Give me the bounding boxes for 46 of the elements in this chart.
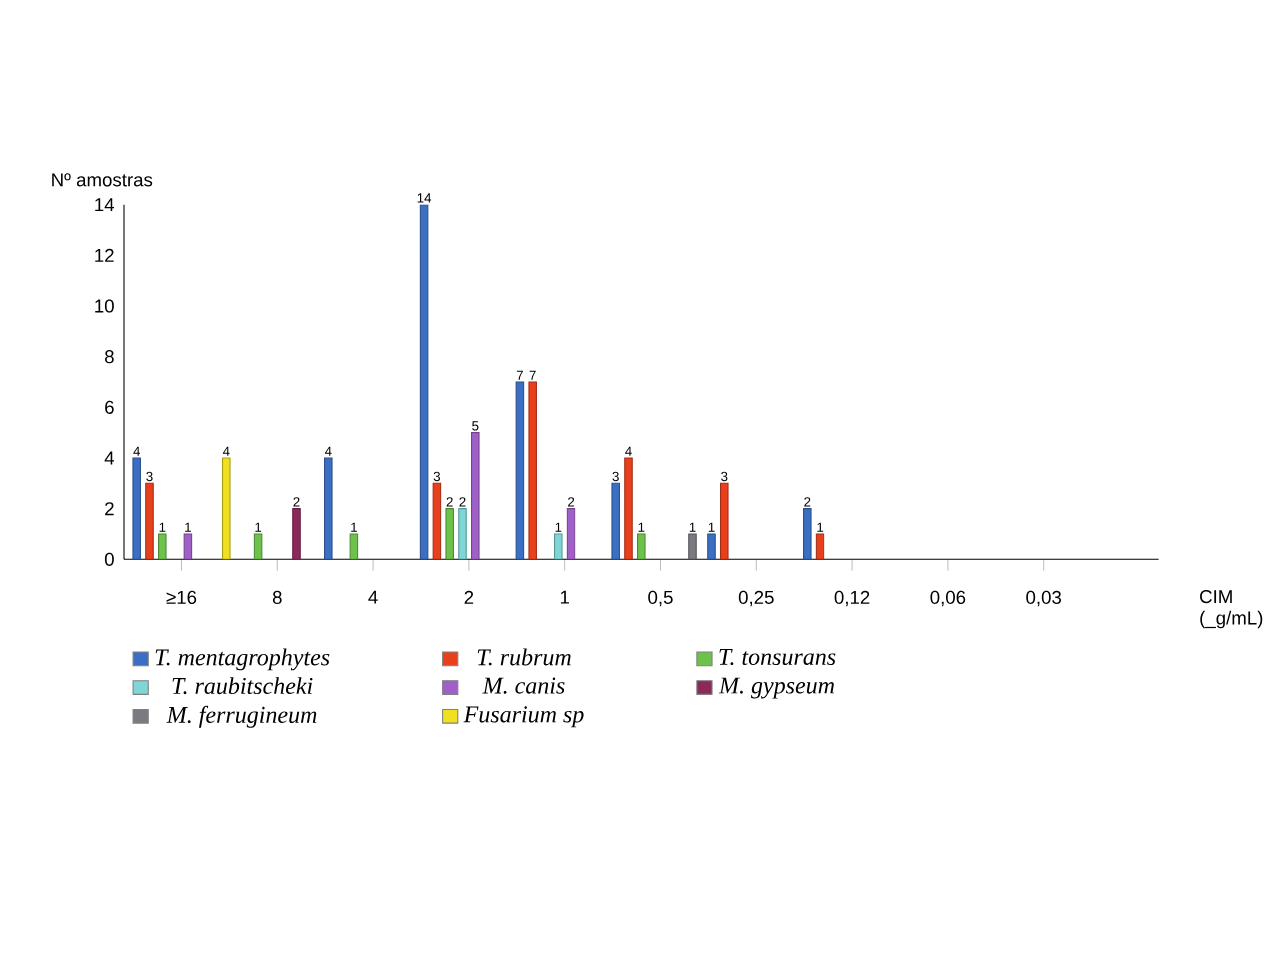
y-axis-title: Nº amostras bbox=[52, 173, 153, 187]
y-tick-label: 6 bbox=[105, 400, 114, 414]
bar bbox=[720, 482, 729, 560]
bar bbox=[515, 381, 525, 560]
y-tick-label: 4 bbox=[104, 451, 115, 465]
bar bbox=[145, 482, 154, 560]
legend-label: M. gypseum bbox=[718, 677, 834, 699]
bar bbox=[132, 457, 141, 560]
bar bbox=[458, 508, 467, 560]
x-tick-label: ≥16 bbox=[166, 590, 197, 604]
x-axis-title: CIM (_g/mL) bbox=[1200, 590, 1263, 629]
x-tick-label: 4 bbox=[368, 590, 378, 604]
y-tick-label: 2 bbox=[105, 502, 114, 516]
bar bbox=[611, 482, 620, 560]
y-tick-label: 10 bbox=[95, 299, 114, 313]
x-tick-label: 2 bbox=[464, 590, 474, 604]
bar bbox=[707, 533, 716, 560]
bar bbox=[419, 204, 429, 560]
legend-label: M. ferrugineum bbox=[166, 705, 317, 728]
y-tick-label: 14 bbox=[95, 198, 115, 212]
y-tick-label: 12 bbox=[95, 248, 114, 262]
legend-label: T. raubitscheki bbox=[172, 677, 313, 695]
y-tick-label: 8 bbox=[105, 350, 114, 364]
x-tick-label: 0,25 bbox=[738, 590, 774, 607]
y-tick-label: 0 bbox=[104, 552, 114, 566]
legend-label: Fusarium sp bbox=[463, 706, 584, 728]
bar bbox=[432, 482, 442, 560]
legend-label: T. rubrum bbox=[477, 648, 571, 666]
x-tick-label: 0,12 bbox=[834, 590, 870, 607]
bar bbox=[566, 508, 576, 560]
bar bbox=[324, 457, 333, 560]
legend-label: M. canis bbox=[482, 677, 565, 694]
bar bbox=[471, 432, 480, 560]
x-tick-label: 8 bbox=[272, 590, 282, 604]
legend-label: T. tonsurans bbox=[719, 648, 836, 666]
x-tick-label: 0,03 bbox=[1026, 590, 1062, 607]
x-tick-label: 0,06 bbox=[930, 590, 966, 607]
bar bbox=[688, 533, 697, 560]
bar bbox=[528, 381, 537, 560]
bar bbox=[624, 457, 633, 560]
x-tick-label: 0,5 bbox=[648, 590, 673, 607]
bar bbox=[815, 533, 825, 560]
bar bbox=[183, 533, 193, 560]
bar bbox=[803, 508, 812, 560]
x-tick-label: 1 bbox=[560, 590, 569, 604]
legend-label: T. mentagrophytes bbox=[155, 648, 330, 671]
